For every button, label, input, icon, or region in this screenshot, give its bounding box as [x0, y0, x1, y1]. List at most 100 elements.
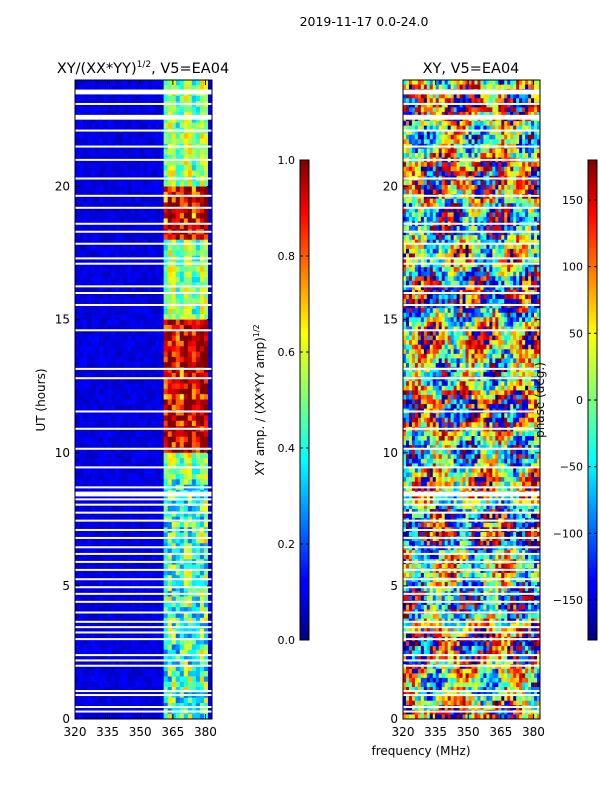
panel1-cell [83, 495, 88, 502]
panel1-cell [179, 250, 185, 257]
panel1-cell [191, 394, 197, 400]
panel1-cell [103, 181, 108, 187]
panel1-cell [183, 452, 189, 459]
panel1-cell [143, 319, 148, 326]
panel1-cell [123, 681, 128, 688]
panel1-cell [75, 655, 80, 661]
panel1-cell [131, 410, 136, 416]
panel2-cell [483, 130, 487, 136]
panel1-cell [167, 447, 173, 454]
panel1-cell [111, 644, 116, 651]
panel1-cell [135, 330, 140, 336]
panel1-cell [111, 213, 116, 219]
panel1-cell [191, 532, 197, 539]
panel1-cell [127, 660, 132, 667]
panel1-cell [191, 649, 197, 656]
panel1-cell [175, 218, 181, 225]
panel2-cell [534, 130, 538, 136]
panel1-cell [75, 335, 80, 342]
panel1-cell [195, 250, 201, 257]
panel1-cell [87, 362, 92, 368]
panel1-cell [127, 655, 132, 661]
panel1-cell [167, 415, 173, 422]
panel1-cell [131, 617, 136, 624]
panel1-cell [131, 351, 136, 358]
panel1-cell [155, 388, 161, 395]
panel2-cell [450, 107, 455, 113]
panel1-cell [115, 399, 120, 406]
panel1-cell [171, 383, 177, 390]
panel1-gap-25 [75, 498, 212, 501]
panel1-cell [187, 506, 193, 512]
panel1-cell [171, 580, 177, 587]
panel1-cell [127, 122, 132, 129]
panel1-cell [179, 308, 185, 315]
panel1-cell [99, 95, 104, 102]
panel1-cell [171, 191, 177, 198]
panel1-cell [151, 463, 156, 470]
panel1-cell [195, 138, 201, 145]
panel1-cell [115, 532, 120, 539]
panel1-cell [195, 564, 201, 571]
panel1-cell [111, 671, 116, 677]
panel1-cell [79, 410, 84, 416]
panel1-cell [155, 314, 161, 321]
panel2-cell [474, 125, 478, 131]
panel1-cell [123, 340, 128, 347]
panel1-cell [115, 607, 120, 613]
panel1-cell [139, 383, 144, 390]
panel1-cell [143, 644, 148, 651]
panel1-cell [99, 293, 104, 299]
panel1-cell [135, 479, 140, 486]
panel1-cell [179, 314, 185, 321]
panel1-cell [191, 697, 197, 704]
panel1-cell [143, 458, 148, 464]
panel1-cell [103, 245, 108, 251]
panel1-gap-19 [75, 546, 212, 549]
panel1-cell [139, 713, 144, 720]
panel1-cell [75, 671, 80, 677]
panel1-cell [103, 575, 108, 581]
panel1-cell [167, 655, 173, 661]
panel1-cell [143, 628, 148, 635]
panel1-cell [111, 676, 116, 683]
panel2-cell [438, 125, 443, 131]
panel1-cell [79, 149, 84, 155]
panel1-cell [167, 697, 173, 704]
panel1-cell [83, 617, 88, 624]
panel1-cell [83, 596, 88, 603]
panel1-cell [199, 362, 205, 368]
panel1-cell [195, 431, 201, 438]
panel1-cell [179, 319, 185, 326]
panel1-cell [79, 186, 84, 193]
panel1-cell [79, 537, 84, 544]
panel1-cell [167, 665, 173, 672]
panel1-cell [147, 713, 152, 720]
panel1-cell [207, 335, 213, 342]
panel1-cell [163, 202, 169, 209]
panel1-cell [119, 564, 124, 571]
panel1-cell [199, 293, 205, 299]
panel1-cell [191, 388, 197, 395]
panel1-cell [207, 404, 213, 411]
panel1-cell [135, 340, 140, 347]
panel1-cell [103, 293, 108, 299]
panel2-cell [408, 134, 413, 140]
panel1-cell [175, 378, 181, 384]
panel1-cell [175, 415, 181, 422]
panel1-cell [99, 442, 104, 448]
panel1-cell [159, 330, 165, 336]
panel1-cell [179, 639, 185, 645]
panel1-cell [203, 378, 209, 384]
panel1-cell [151, 324, 156, 331]
panel2-cell [411, 139, 416, 145]
panel1-cell [111, 500, 116, 507]
panel2-cell [450, 139, 455, 145]
panel1-cell [99, 234, 104, 241]
panel1-cell [207, 266, 213, 273]
panel1-cell [95, 149, 100, 155]
panel1-cell [203, 122, 209, 129]
panel1-cell [151, 660, 156, 667]
panel1-cell [179, 213, 185, 219]
panel1-cell [155, 442, 161, 448]
